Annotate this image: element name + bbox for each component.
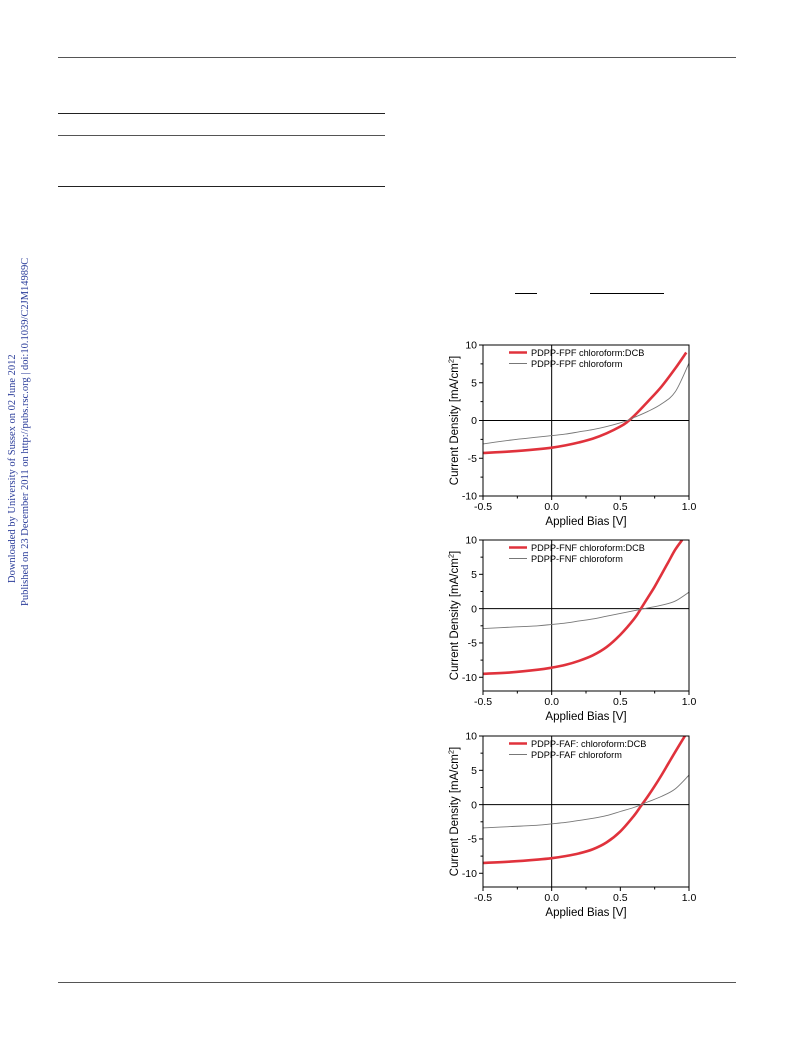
y-tick-label: 0 xyxy=(471,603,477,615)
x-tick-label: -0.5 xyxy=(474,696,492,708)
y-tick-label: -5 xyxy=(468,453,477,465)
x-tick-label: 0.5 xyxy=(613,892,628,904)
legend-entry: PDPP-FAF: chloroform:DCB xyxy=(531,739,646,749)
y-axis-label-bracket: ] xyxy=(449,551,461,554)
x-tick-label: 1.0 xyxy=(682,501,697,513)
table-header-rule xyxy=(58,135,385,136)
x-axis-label: Applied Bias [V] xyxy=(545,907,626,919)
x-tick-label: 0.5 xyxy=(613,501,628,513)
y-tick-label: -10 xyxy=(462,672,477,684)
jv-chart-pdpp-fpf: -0.5 0.0 0.5 1.0 -10 -5 0 5 10 Applied Bias [V] Cu… xyxy=(440,335,700,530)
y-tick-label: -5 xyxy=(468,834,477,846)
table-top-rule xyxy=(58,113,385,115)
legend-entry: PDPP-FNF chloroform xyxy=(531,554,623,564)
y-axis-label-text: Current Density [mA/cm xyxy=(449,558,461,680)
y-tick-label: -5 xyxy=(468,638,477,650)
x-tick-label: 0.0 xyxy=(544,892,559,904)
legend-entry: PDPP-FNF chloroform:DCB xyxy=(531,543,645,553)
equation-rule-short xyxy=(515,293,537,294)
x-tick-label: 0.0 xyxy=(544,501,559,513)
x-axis-label: Applied Bias [V] xyxy=(545,711,626,723)
jv-chart-pdpp-fnf: -0.5 0.0 0.5 1.0 -10 -5 0 5 10 Applied Bias [V] Cu… xyxy=(440,530,700,725)
side-download-note: Downloaded by University of Sussex on 02… xyxy=(0,0,40,1039)
y-tick-label: 10 xyxy=(465,731,477,743)
x-tick-label: -0.5 xyxy=(474,501,492,513)
legend-entry: PDPP-FPF chloroform xyxy=(531,359,623,369)
series-line-dcb xyxy=(483,540,684,676)
equation-rule-long xyxy=(590,293,664,294)
y-tick-label: 5 xyxy=(471,377,477,389)
side-note-published[interactable]: Published on 23 December 2011 on http://… xyxy=(20,258,31,606)
header-rule xyxy=(58,57,736,58)
table-bottom-rule xyxy=(58,186,385,188)
y-axis-label-superscript: 2 xyxy=(447,750,456,754)
x-tick-label: 0.0 xyxy=(544,696,559,708)
x-tick-label: 1.0 xyxy=(682,696,697,708)
legend-entry: PDPP-FPF chloroform:DCB xyxy=(531,348,644,358)
y-tick-label: -10 xyxy=(462,491,477,503)
y-axis-label: Current Density [mA/cm2] xyxy=(447,747,462,876)
y-axis-label-text: Current Density [mA/cm xyxy=(449,363,461,485)
x-axis-label: Applied Bias [V] xyxy=(545,516,626,528)
x-tick-label: -0.5 xyxy=(474,892,492,904)
y-axis-label-superscript: 2 xyxy=(447,554,456,558)
y-tick-label: 10 xyxy=(465,340,477,352)
y-tick-label: 5 xyxy=(471,765,477,777)
y-tick-label: -10 xyxy=(462,868,477,880)
y-axis-label: Current Density [mA/cm2] xyxy=(447,356,462,485)
series-line-chloroform xyxy=(483,362,689,445)
y-axis-label: Current Density [mA/cm2] xyxy=(447,551,462,680)
y-tick-label: 0 xyxy=(471,415,477,427)
footer-rule xyxy=(58,982,736,983)
y-tick-label: 0 xyxy=(471,799,477,811)
y-axis-label-superscript: 2 xyxy=(447,359,456,363)
y-axis-label-bracket: ] xyxy=(449,356,461,359)
series-line-chloroform xyxy=(483,591,689,629)
series-line-dcb xyxy=(483,351,688,455)
series-line-dcb xyxy=(483,736,686,865)
jv-chart-pdpp-faf: -0.5 0.0 0.5 1.0 -10 -5 0 5 10 Applied Bias [V] Cu… xyxy=(440,726,700,921)
y-axis-label-text: Current Density [mA/cm xyxy=(449,754,461,876)
y-tick-label: 10 xyxy=(465,535,477,547)
x-tick-label: 0.5 xyxy=(613,696,628,708)
series-line-chloroform xyxy=(483,774,689,829)
x-tick-label: 1.0 xyxy=(682,892,697,904)
legend-entry: PDPP-FAF chloroform xyxy=(531,750,622,760)
y-axis-label-bracket: ] xyxy=(449,747,461,750)
side-note-downloaded[interactable]: Downloaded by University of Sussex on 02… xyxy=(7,354,18,583)
y-tick-label: 5 xyxy=(471,569,477,581)
